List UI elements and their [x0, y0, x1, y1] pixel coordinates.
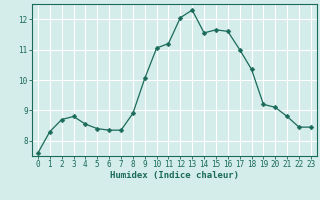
- X-axis label: Humidex (Indice chaleur): Humidex (Indice chaleur): [110, 171, 239, 180]
